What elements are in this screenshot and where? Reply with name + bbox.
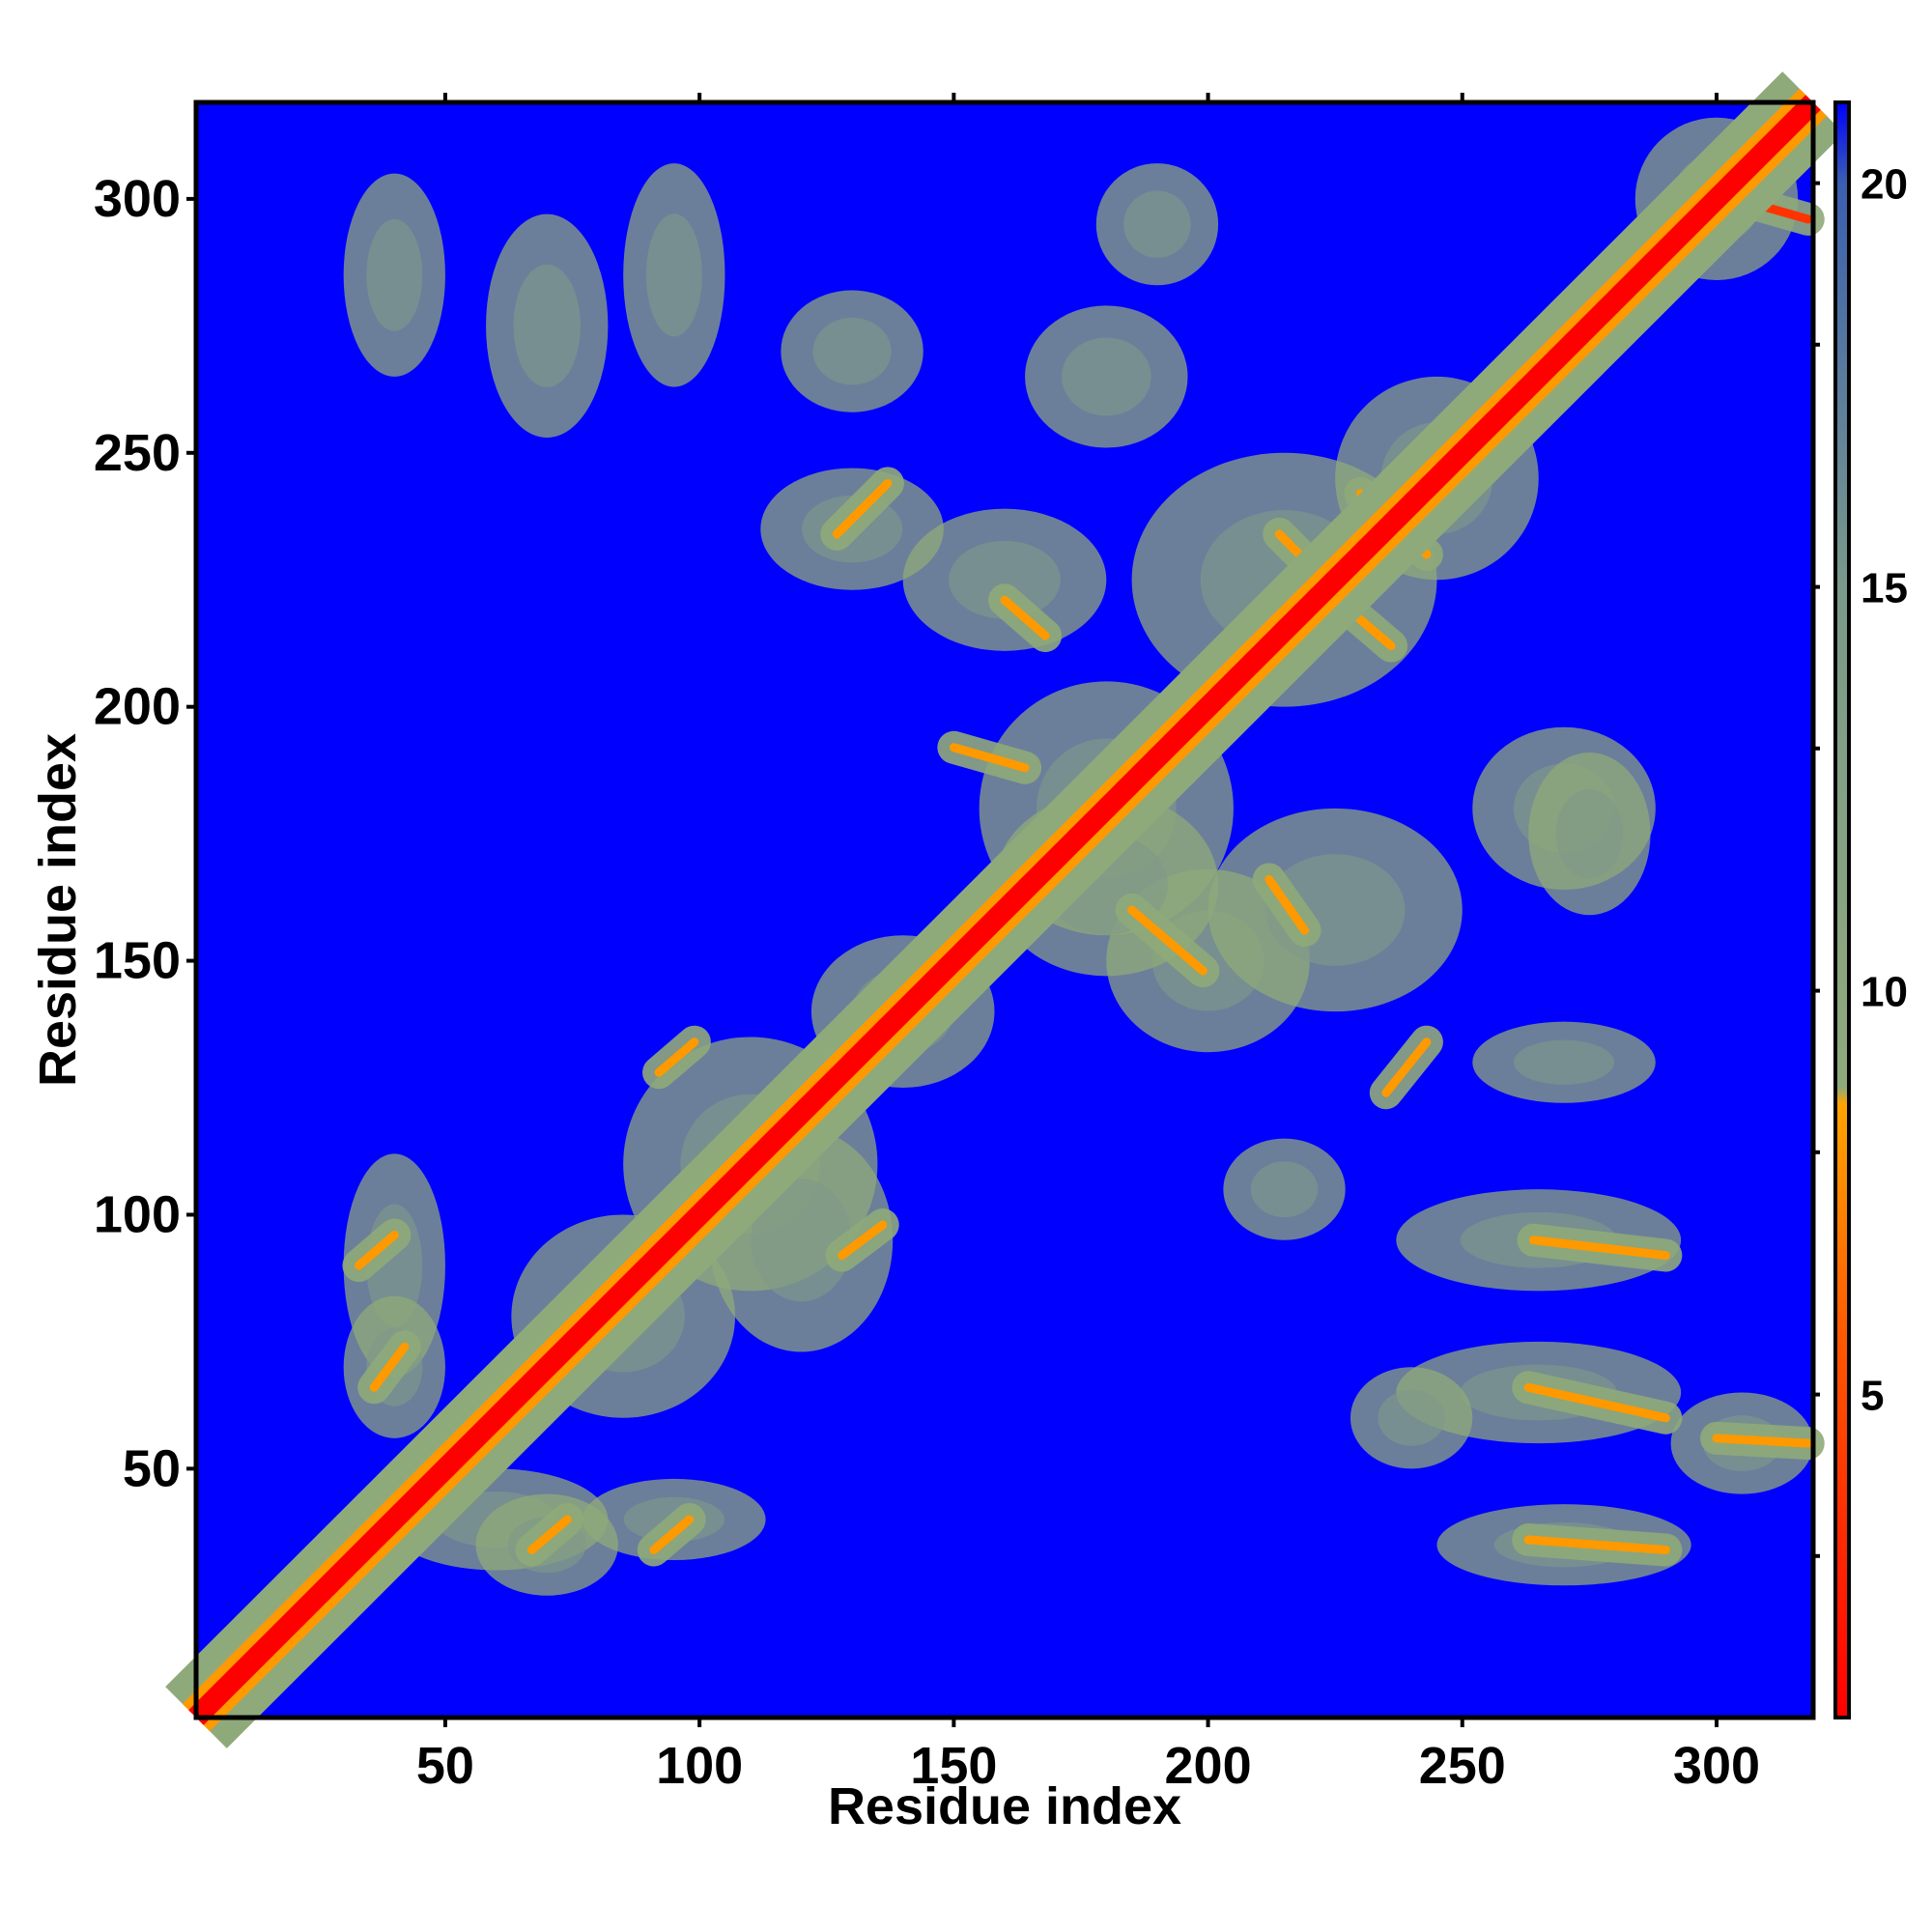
x-tick-label: 100 (656, 1737, 743, 1795)
contact-line (1000, 595, 1050, 640)
contact-line (1712, 1434, 1813, 1448)
contact-region-core (1250, 1161, 1319, 1218)
plot-frame (193, 99, 1816, 1720)
contact-region-core (812, 317, 892, 385)
y-tick-label: 150 (94, 932, 181, 990)
contact-line (1528, 1236, 1670, 1261)
y-tick-label: 250 (94, 424, 181, 482)
contact-region-core (1513, 1039, 1615, 1085)
contact-region-core (645, 213, 702, 337)
contact-line (1523, 1382, 1670, 1423)
heatmap-contact-regions (343, 117, 1813, 1596)
contact-line (1381, 1037, 1432, 1097)
contact-region-core (513, 264, 581, 387)
contact-line (649, 1515, 695, 1554)
contact-line (832, 478, 893, 539)
contact-region-core (949, 540, 1061, 619)
y-tick-label: 100 (94, 1185, 181, 1243)
contact-line (949, 743, 1030, 773)
colorbar-gradient (1833, 100, 1851, 1719)
heatmap-diagonal (165, 71, 1844, 1748)
x-tick-label: 50 (416, 1737, 474, 1795)
contact-line (1127, 905, 1208, 976)
x-tick-label: 200 (1165, 1737, 1252, 1795)
contact-region-core (366, 218, 423, 331)
y-tick-label: 50 (123, 1439, 181, 1497)
contact-line (1264, 874, 1310, 935)
colorbar-tick-label: 10 (1861, 969, 1908, 1016)
contact-region-core (1123, 190, 1191, 258)
y-tick-label: 200 (94, 678, 181, 736)
contact-line (526, 1515, 572, 1554)
colorbar-tick-label: 20 (1861, 161, 1908, 209)
colorbar: 5 10 15 20 (1812, 100, 1908, 1719)
x-tick-label: 250 (1419, 1737, 1506, 1795)
contact-line (1523, 1535, 1670, 1554)
contact-line (654, 1037, 699, 1077)
x-tick-label: 150 (910, 1737, 997, 1795)
diagonal-core (188, 95, 1821, 1725)
y-axis-title: Residue index (29, 733, 87, 1087)
x-tick-label: 300 (1673, 1737, 1760, 1795)
colorbar-tick-label: 15 (1861, 565, 1908, 612)
y-tick-label: 300 (94, 170, 181, 228)
contact-line (838, 1220, 888, 1261)
colorbar-tick-label: 5 (1861, 1373, 1884, 1420)
x-axis: 50 100 150 200 250 300 (416, 93, 1760, 1795)
heatmap-contact-lines (342, 172, 1825, 1567)
contact-region-core (1061, 337, 1151, 416)
contact-line (369, 1342, 410, 1392)
heatmap (165, 71, 1844, 1748)
x-axis-title: Residue index (828, 1777, 1181, 1835)
contact-region-core (751, 1179, 852, 1302)
y-axis: 50 100 150 200 250 300 (94, 170, 196, 1497)
contact-line (354, 1231, 399, 1270)
contact-region-core (1555, 788, 1624, 879)
contact-region-core (1378, 1389, 1445, 1446)
